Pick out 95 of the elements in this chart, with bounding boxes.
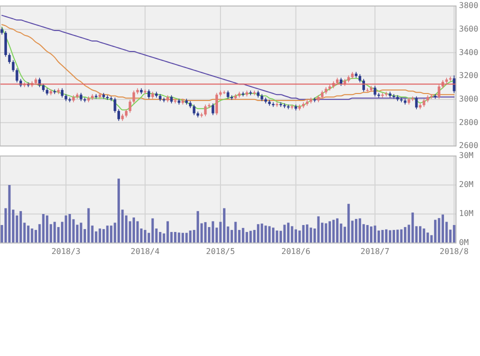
bar xyxy=(306,224,308,243)
bar xyxy=(452,225,456,243)
bar xyxy=(249,230,252,243)
candlestick xyxy=(128,100,132,114)
bar xyxy=(385,229,388,243)
bar xyxy=(294,229,298,243)
x-tick-label: 2018/6 xyxy=(281,247,310,256)
bar xyxy=(347,204,350,243)
bar xyxy=(68,214,71,243)
x-tick-label: 2018/4 xyxy=(130,247,160,256)
bar xyxy=(189,230,192,243)
candlestick xyxy=(438,84,440,100)
candlestick xyxy=(415,96,418,110)
y-tick-label: 3600 xyxy=(459,24,478,34)
bar xyxy=(166,221,169,243)
y-tick-label: 2800 xyxy=(459,118,478,127)
bar xyxy=(102,229,105,243)
bar xyxy=(53,222,56,243)
x-tick-label: 2018/5 xyxy=(206,247,236,256)
candlestick xyxy=(276,102,278,108)
candlestick xyxy=(60,88,64,98)
candlestick xyxy=(114,97,116,114)
bar xyxy=(246,232,248,243)
bar xyxy=(354,218,358,243)
bar xyxy=(302,225,305,243)
x-tick-label: 2018/3 xyxy=(51,247,81,256)
bar xyxy=(20,211,22,243)
bar xyxy=(287,222,290,243)
bar xyxy=(46,215,48,243)
bar xyxy=(196,211,200,243)
y-tick-label: 3200 xyxy=(459,71,478,80)
x-tick-label: 2018/7 xyxy=(360,247,390,256)
bar xyxy=(174,232,176,243)
bar xyxy=(290,226,294,243)
bar xyxy=(358,218,362,243)
candlestick xyxy=(430,94,433,100)
bar xyxy=(400,229,403,243)
bar xyxy=(256,224,260,243)
candlestick xyxy=(8,52,11,64)
bar xyxy=(136,221,139,243)
bar xyxy=(132,217,135,243)
bar xyxy=(212,221,214,243)
bar xyxy=(182,232,184,243)
x-tick-label: 2018/8 xyxy=(440,247,469,256)
candlestick xyxy=(4,30,7,58)
candlestick xyxy=(12,60,14,72)
bar xyxy=(336,218,338,243)
bar xyxy=(118,178,120,243)
bar xyxy=(366,225,369,243)
bar xyxy=(151,218,154,243)
bar xyxy=(8,185,11,243)
candlestick xyxy=(215,92,218,116)
bar xyxy=(419,226,422,243)
bar xyxy=(242,228,244,243)
candlestick xyxy=(366,88,369,92)
bar xyxy=(204,222,207,243)
bar xyxy=(272,228,274,243)
y-tick-label: 0M xyxy=(459,238,469,248)
y-tick-label: 30M xyxy=(459,151,474,160)
bar xyxy=(328,221,331,243)
bar xyxy=(27,226,30,243)
candlestick xyxy=(192,104,196,116)
bar xyxy=(411,212,414,243)
y-tick-label: 20M xyxy=(459,180,474,190)
y-tick-label: 10M xyxy=(459,209,474,218)
bar xyxy=(260,224,264,243)
candlestick xyxy=(117,108,120,122)
bar xyxy=(158,232,162,243)
bar xyxy=(426,232,429,243)
candlestick xyxy=(204,104,207,117)
bar xyxy=(310,228,312,243)
bar xyxy=(434,220,436,243)
y-tick-label: 3000 xyxy=(459,94,478,104)
candlestick xyxy=(148,89,150,100)
bar xyxy=(317,216,320,243)
bar xyxy=(110,226,112,243)
y-tick-label: 3800 xyxy=(459,1,478,10)
y-tick-label: 3400 xyxy=(459,48,478,57)
bar xyxy=(264,226,267,243)
candlestick xyxy=(374,86,376,97)
bar xyxy=(106,226,109,243)
candlestick xyxy=(16,68,18,83)
bar xyxy=(392,230,396,243)
bar xyxy=(442,214,444,243)
candlestick xyxy=(132,90,136,104)
y-tick-label: 2600 xyxy=(459,141,478,150)
bar xyxy=(98,228,102,243)
bar xyxy=(42,214,45,243)
bar xyxy=(144,230,146,243)
bar xyxy=(370,226,372,243)
candlestick xyxy=(212,103,214,116)
bar xyxy=(404,227,406,243)
bar xyxy=(223,208,226,243)
bar xyxy=(87,208,90,243)
bar xyxy=(396,230,399,243)
